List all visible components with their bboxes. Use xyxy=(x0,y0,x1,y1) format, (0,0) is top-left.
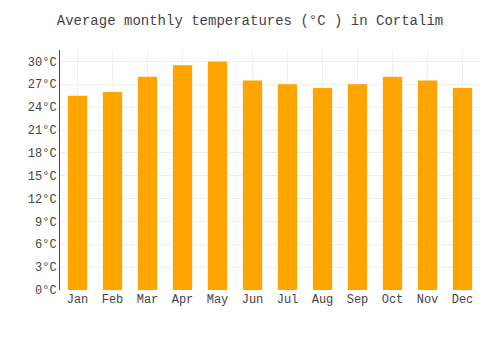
svg-text:Feb: Feb xyxy=(102,293,124,307)
svg-text:Jan: Jan xyxy=(67,293,89,307)
svg-text:21°C: 21°C xyxy=(28,124,57,138)
svg-text:Jul: Jul xyxy=(277,293,299,307)
svg-text:12°C: 12°C xyxy=(28,193,57,207)
svg-text:3°C: 3°C xyxy=(35,261,57,275)
svg-text:9°C: 9°C xyxy=(35,216,57,230)
svg-text:6°C: 6°C xyxy=(35,238,57,252)
svg-text:0°C: 0°C xyxy=(35,284,57,298)
svg-text:Mar: Mar xyxy=(137,293,159,307)
svg-text:Oct: Oct xyxy=(382,293,404,307)
svg-text:May: May xyxy=(207,293,229,307)
svg-text:Jun: Jun xyxy=(242,293,264,307)
svg-text:30°C: 30°C xyxy=(28,56,57,70)
svg-text:24°C: 24°C xyxy=(28,101,57,115)
svg-text:Nov: Nov xyxy=(417,293,439,307)
svg-text:Aug: Aug xyxy=(312,293,334,307)
svg-text:27°C: 27°C xyxy=(28,78,57,92)
svg-text:Dec: Dec xyxy=(452,293,474,307)
svg-text:18°C: 18°C xyxy=(28,147,57,161)
svg-text:15°C: 15°C xyxy=(28,170,57,184)
svg-text:Apr: Apr xyxy=(172,293,194,307)
svg-text:Average monthly temperatures (: Average monthly temperatures (°C ) in Co… xyxy=(57,13,443,29)
svg-text:Sep: Sep xyxy=(347,293,369,307)
